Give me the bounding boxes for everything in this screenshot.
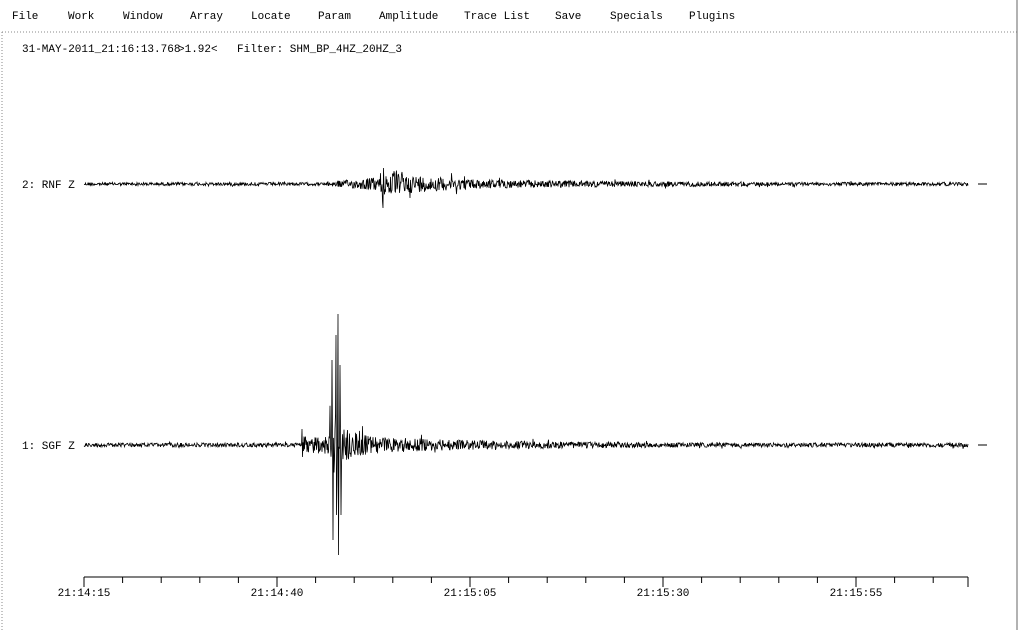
time-label: 21:15:55 (830, 588, 883, 600)
trace-label: 2: RNF Z (22, 180, 75, 192)
menu-item[interactable]: Amplitude (379, 11, 438, 23)
status-amplitude: >1.92< (178, 44, 218, 56)
time-label: 21:15:05 (444, 588, 497, 600)
menu-item[interactable]: Work (68, 11, 95, 23)
time-label: 21:14:40 (251, 588, 304, 600)
menu-item[interactable]: Save (555, 11, 581, 23)
menu-item[interactable]: Trace List (464, 11, 530, 23)
menu-item[interactable]: Plugins (689, 11, 735, 23)
waveform (83, 167, 969, 209)
time-label: 21:15:30 (637, 588, 690, 600)
waveform (83, 313, 969, 556)
trace-label: 1: SGF Z (22, 441, 75, 453)
menu-item[interactable]: Param (318, 11, 351, 23)
menu-item[interactable]: Specials (610, 11, 663, 23)
status-time: 31-MAY-2011_21:16:13.768 (22, 44, 180, 56)
menu-item[interactable]: Window (123, 11, 163, 23)
menu-item[interactable]: Array (190, 11, 223, 23)
menu-item[interactable]: Locate (251, 11, 291, 23)
menu-item[interactable]: File (12, 11, 38, 23)
time-label: 21:14:15 (58, 588, 111, 600)
status-filter: Filter: SHM_BP_4HZ_20HZ_3 (237, 44, 402, 56)
